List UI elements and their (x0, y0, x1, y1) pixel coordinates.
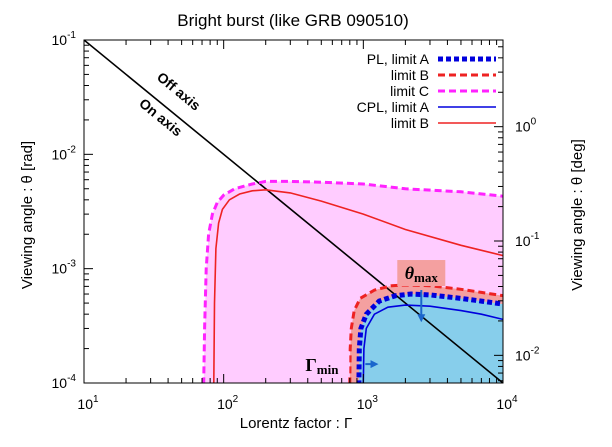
region-fills (203, 181, 503, 383)
gamma-min-label: Γmin (305, 355, 339, 377)
y-axis-label-left: Viewing angle : θ [rad] (19, 141, 36, 289)
y-tick-label-right: 10-1 (515, 231, 540, 249)
legend-label: CPL, limit A (357, 99, 430, 115)
series-pl-limit-a (356, 291, 503, 383)
theta-max-label-bg (397, 260, 446, 287)
series-cpl-limit-b (213, 188, 503, 383)
y-tick-label: 10-3 (52, 259, 77, 277)
y-tick-label-right: 10-2 (515, 345, 540, 363)
y-tick-label: 10-4 (52, 373, 77, 391)
chart-title: Bright burst (like GRB 090510) (177, 11, 409, 30)
y-tick-label: 10-1 (52, 30, 77, 48)
series-lines (84, 40, 503, 383)
y-tick-label: 10-2 (52, 144, 77, 162)
tick-labels: 101 102 103 104 10-1 10-2 10-3 10-4 100 10-1 10-2 (52, 30, 540, 412)
axis-ticks (83, 39, 504, 384)
series-cpl-limit-a (362, 304, 503, 383)
gamma-min-label-bg (301, 351, 350, 378)
plot-frame (83, 39, 504, 384)
legend-label: limit B (391, 115, 429, 131)
legend-label: PL, limit A (367, 51, 430, 67)
x-axis-label: Lorentz factor : Γ (240, 415, 352, 432)
fill-limit-a (358, 294, 503, 383)
legend-label: limit B (391, 67, 429, 83)
legend-label: limit C (390, 83, 429, 99)
x-tick-label: 103 (357, 394, 379, 412)
series-pl-limit-b (348, 283, 503, 383)
x-tick-label: 102 (217, 394, 239, 412)
x-tick-label: 101 (77, 394, 99, 412)
y-tick-label-right: 100 (515, 117, 537, 135)
y-axis-label-right: Viewing angle : θ [deg] (569, 139, 586, 291)
x-tick-label: 104 (496, 394, 518, 412)
theta-max-label: θmax (405, 263, 439, 285)
boundary-line (84, 40, 503, 383)
